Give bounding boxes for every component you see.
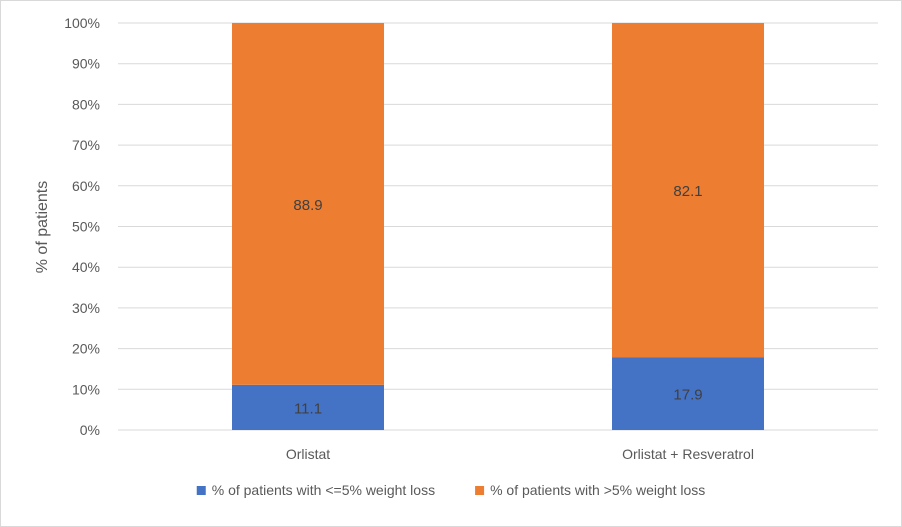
y-tick-label: 100% [64,15,100,31]
data-label: 11.1 [294,400,322,417]
legend-item: % of patients with <=5% weight loss [196,482,435,498]
bar-segment [612,23,764,358]
y-tick-label: 90% [72,56,100,72]
y-tick-label: 80% [72,96,100,112]
legend-swatch [475,486,485,495]
data-label: 88.9 [293,197,322,214]
y-tick-label: 20% [72,341,100,357]
bar-segment [612,357,764,430]
y-tick-label: 50% [72,219,100,235]
x-tick-label: Orlistat + Resveratrol [622,446,754,462]
legend-item: % of patients with >5% weight loss [475,482,705,498]
y-tick-label: 40% [72,259,100,275]
bar-segment [232,384,384,430]
y-axis-title: % of patients [34,181,51,274]
y-tick-label: 10% [72,381,100,397]
bar-segment [232,23,384,385]
data-label: 17.9 [673,387,702,404]
y-tick-label: 60% [72,178,100,194]
y-axis-tick-labels: 0% 10% 20% 30% 40% 50% 60% 70% 80% 90% 100% [64,15,100,438]
x-axis-tick-labels: Orlistat Orlistat + Resveratrol [286,446,754,462]
x-tick-label: Orlistat [286,446,330,462]
y-tick-label: 30% [72,300,100,316]
legend-swatch [196,486,206,495]
y-tick-label: 0% [80,422,100,438]
y-tick-label: 70% [72,137,100,153]
data-label: 82.1 [673,183,702,200]
legend-label: % of patients with >5% weight loss [490,482,705,498]
bars: 11.1 88.9 17.9 82.1 [232,23,764,430]
legend: % of patients with <=5% weight loss % of … [196,482,705,498]
legend-label: % of patients with <=5% weight loss [212,482,435,498]
